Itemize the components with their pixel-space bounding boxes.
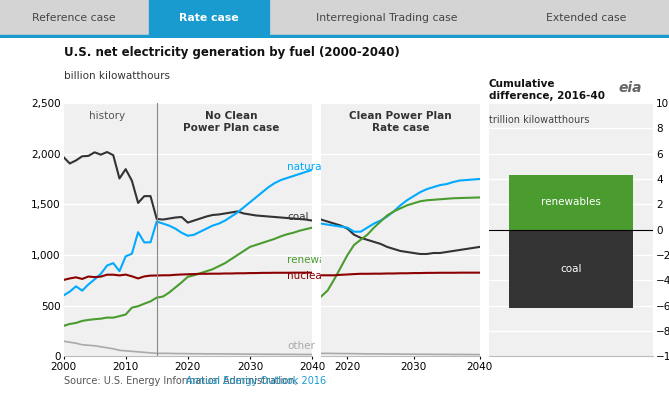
Text: Source: U.S. Energy Information Administration,: Source: U.S. Energy Information Administ… (64, 376, 300, 386)
Text: Cumulative
difference, 2016-40: Cumulative difference, 2016-40 (488, 78, 605, 101)
Text: Extended case: Extended case (546, 13, 626, 23)
Bar (271, 0, 502, 36)
Text: eia: eia (619, 81, 642, 95)
Text: renewables: renewables (541, 198, 601, 208)
Text: renewables: renewables (287, 255, 347, 265)
Text: Interregional Trading case: Interregional Trading case (316, 13, 457, 23)
Text: nuclear: nuclear (287, 271, 326, 281)
Text: Rate case: Rate case (179, 13, 239, 23)
Text: history: history (89, 111, 125, 121)
Text: other: other (287, 341, 315, 351)
Text: No Clean
Power Plan case: No Clean Power Plan case (183, 111, 280, 133)
Text: billion kilowatthours: billion kilowatthours (64, 71, 169, 81)
Bar (149, 0, 269, 36)
Text: Clean Power Plan
Rate case: Clean Power Plan Rate case (349, 111, 452, 133)
Text: coal: coal (560, 264, 582, 274)
Text: natural gas: natural gas (287, 162, 347, 172)
Text: Reference case: Reference case (32, 13, 116, 23)
Bar (509, 175, 633, 230)
Text: coal: coal (287, 211, 308, 221)
Bar (509, 230, 633, 308)
Text: trillion kilowatthours: trillion kilowatthours (488, 115, 589, 125)
Bar (1, 0, 147, 36)
Text: U.S. net electricity generation by fuel (2000-2040): U.S. net electricity generation by fuel … (64, 46, 399, 59)
Text: Annual Energy Outlook 2016: Annual Energy Outlook 2016 (185, 376, 326, 386)
Bar (0, 35, 669, 38)
Bar (504, 0, 668, 36)
